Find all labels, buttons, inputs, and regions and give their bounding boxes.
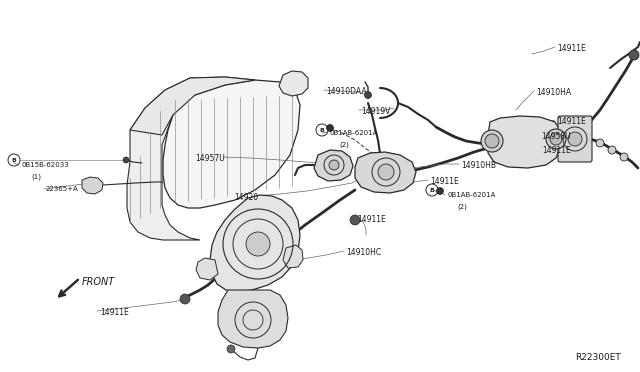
Polygon shape: [196, 258, 218, 280]
Circle shape: [546, 129, 566, 149]
Text: 0B15B-62033: 0B15B-62033: [21, 162, 68, 168]
Text: 14957U: 14957U: [195, 154, 225, 163]
Text: B: B: [319, 128, 324, 132]
Circle shape: [246, 232, 270, 256]
Circle shape: [485, 134, 499, 148]
Polygon shape: [488, 116, 560, 168]
Circle shape: [620, 153, 628, 161]
Circle shape: [630, 51, 638, 59]
Text: 14911E: 14911E: [430, 177, 459, 186]
Circle shape: [365, 92, 371, 99]
Circle shape: [596, 139, 604, 147]
Text: 14920: 14920: [234, 193, 258, 202]
Circle shape: [568, 132, 582, 146]
Text: 14911E: 14911E: [542, 146, 571, 155]
Circle shape: [629, 50, 639, 60]
Circle shape: [326, 125, 333, 131]
Text: 14910DAA: 14910DAA: [326, 87, 367, 96]
Polygon shape: [127, 77, 255, 240]
Circle shape: [227, 345, 235, 353]
Text: B: B: [12, 157, 17, 163]
Text: 14910HB: 14910HB: [461, 161, 496, 170]
Text: 14910HC: 14910HC: [346, 248, 381, 257]
Polygon shape: [163, 80, 300, 208]
Text: 14919V: 14919V: [361, 107, 390, 116]
Text: (1): (1): [31, 173, 41, 180]
Text: 14911E: 14911E: [357, 215, 386, 224]
Text: 14910HA: 14910HA: [536, 88, 571, 97]
Circle shape: [329, 160, 339, 170]
Text: FRONT: FRONT: [82, 277, 115, 287]
Polygon shape: [314, 150, 353, 181]
Text: R22300ET: R22300ET: [575, 353, 621, 362]
Polygon shape: [355, 152, 416, 193]
FancyBboxPatch shape: [558, 116, 592, 162]
Text: 14958U: 14958U: [541, 132, 571, 141]
Text: (2): (2): [339, 141, 349, 148]
Text: 22365+A: 22365+A: [46, 186, 79, 192]
Polygon shape: [283, 245, 303, 268]
Text: B: B: [429, 187, 435, 192]
Circle shape: [123, 157, 129, 163]
Polygon shape: [279, 71, 308, 96]
Text: 14911E: 14911E: [557, 44, 586, 53]
Circle shape: [436, 187, 444, 195]
Text: 0B1AB-6201A: 0B1AB-6201A: [447, 192, 495, 198]
Polygon shape: [210, 195, 300, 292]
Text: 0B1AB-6201A: 0B1AB-6201A: [329, 130, 378, 136]
Circle shape: [481, 130, 503, 152]
Circle shape: [180, 294, 190, 304]
Text: (2): (2): [457, 203, 467, 209]
Text: 14911E: 14911E: [100, 308, 129, 317]
Circle shape: [350, 215, 360, 225]
Circle shape: [550, 133, 562, 145]
Polygon shape: [82, 177, 103, 194]
Polygon shape: [130, 77, 255, 135]
Circle shape: [608, 146, 616, 154]
Text: 14911E: 14911E: [557, 117, 586, 126]
Circle shape: [378, 164, 394, 180]
Polygon shape: [218, 290, 288, 348]
